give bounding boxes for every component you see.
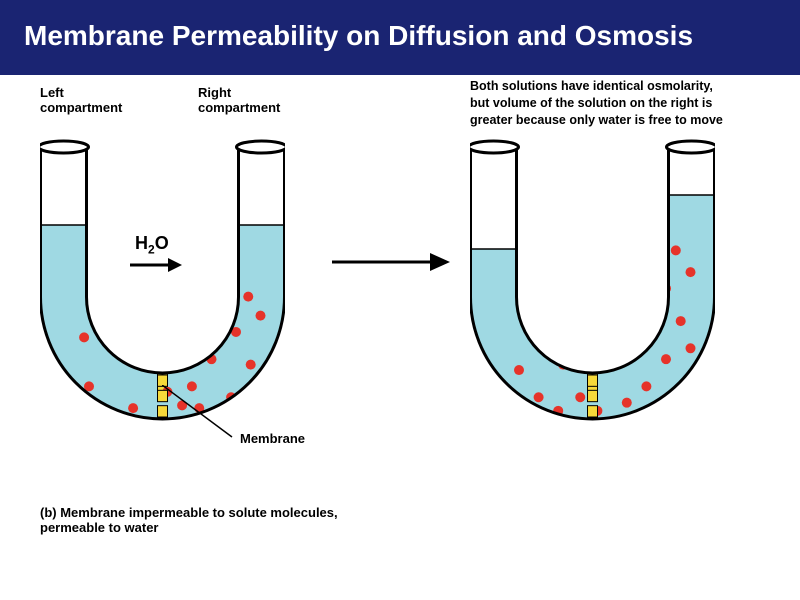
left-compartment-label: Left compartment — [40, 85, 122, 115]
right-compartment-label: Right compartment — [198, 85, 280, 115]
h2o-h: H — [135, 233, 148, 253]
transition-arrow-icon — [330, 250, 450, 274]
diagram-area: Left compartment Right compartment Both … — [0, 75, 800, 565]
membrane-label: Membrane — [240, 431, 305, 446]
slide-header: Membrane Permeability on Diffusion and O… — [0, 0, 800, 75]
h2o-arrow-icon — [128, 255, 182, 275]
right-caption: Both solutions have identical osmolarity… — [470, 78, 723, 129]
h2o-label: H2O — [135, 233, 169, 257]
h2o-o: O — [155, 233, 169, 253]
membrane-pointer — [162, 385, 242, 445]
bottom-caption: (b) Membrane impermeable to solute molec… — [40, 505, 338, 535]
slide-title: Membrane Permeability on Diffusion and O… — [24, 18, 776, 53]
utube-right — [470, 135, 715, 430]
